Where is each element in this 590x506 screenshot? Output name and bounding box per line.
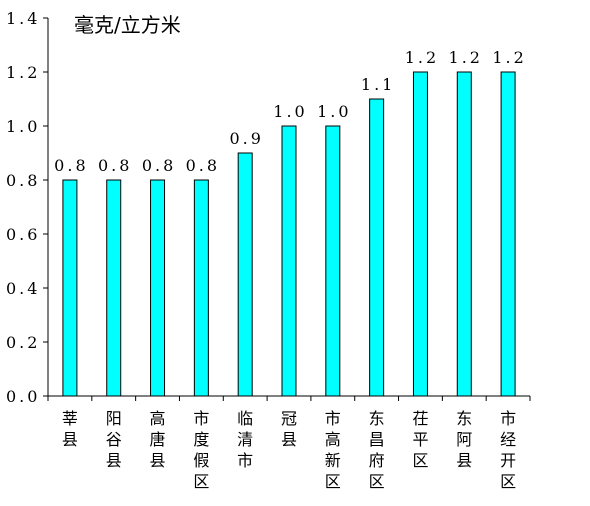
x-tick-label: 市经开区 [500,409,516,491]
data-label: 1.2 [492,48,526,67]
bar [193,179,209,397]
bar [456,71,472,397]
data-label: 0.8 [54,156,88,175]
bar [412,71,428,397]
data-label: 1.0 [317,102,351,121]
data-label: 0.9 [229,129,263,148]
x-tick-label: 市高新区 [325,409,341,491]
category-labels: 莘县 阳谷县 高唐县 市度假区 临清市 冠县 市高新区 东昌府区 茌平区 东阿县 市经开区 [62,409,516,491]
data-label: 1.1 [361,75,395,94]
x-tick-label: 茌平区 [412,409,428,470]
y-tick-label: 0.2 [6,333,40,352]
y-tick-label: 1.2 [6,63,40,82]
x-tick-label: 临清市 [237,409,253,470]
x-tick-label: 阳谷县 [106,409,122,470]
x-tick-label: 冠县 [281,409,297,449]
bar [150,179,166,397]
bar [106,179,122,397]
y-tick-label: 0.4 [6,279,40,298]
bars [62,71,516,397]
data-label: 0.8 [142,156,176,175]
x-tick-label: 市度假区 [193,409,209,491]
y-tick-label: 1.0 [6,117,40,136]
y-tick-label: 0.6 [6,225,40,244]
bar [325,125,341,397]
axes: 0.0 0.2 0.4 0.6 0.8 1.0 1.2 1.4 [6,9,531,406]
bar [62,179,78,397]
x-tick-label: 高唐县 [150,409,166,470]
bar [237,152,253,397]
x-tick-label: 莘县 [62,409,78,449]
data-label: 0.8 [186,156,220,175]
bar [500,71,516,397]
x-tick-label: 东阿县 [456,409,472,470]
y-tick-label: 0.0 [6,387,40,406]
x-tick-label: 东昌府区 [369,409,385,491]
y-tick-label: 0.8 [6,171,40,190]
data-label: 0.8 [98,156,132,175]
bar [281,125,297,397]
data-label: 1.0 [273,102,307,121]
y-tick-label: 1.4 [6,9,40,28]
data-label: 1.2 [405,48,439,67]
data-label: 1.2 [449,48,483,67]
bar [369,98,385,397]
unit-label: 毫克/立方米 [74,13,181,37]
data-labels: 0.8 0.8 0.8 0.8 0.9 1.0 1.0 1.1 1.2 1.2 1.2 [54,48,526,175]
